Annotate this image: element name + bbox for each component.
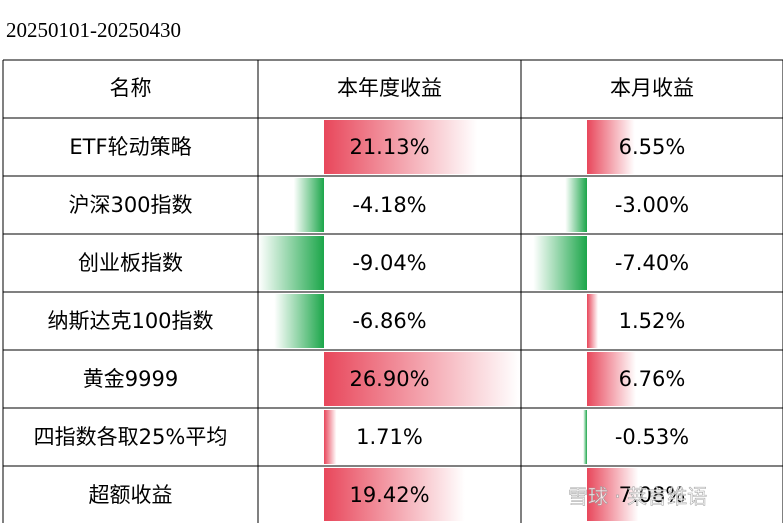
- cell-value: -6.86%: [352, 309, 426, 333]
- column-header: 本年度收益: [337, 76, 442, 100]
- data-bar: [533, 236, 587, 290]
- data-bar: [587, 120, 635, 174]
- column-header: 本月收益: [610, 76, 694, 100]
- data-bar: [583, 410, 587, 464]
- cell-value: -4.18%: [352, 193, 426, 217]
- row-name: 沪深300指数: [68, 193, 192, 217]
- cell-value: 7.08%: [619, 483, 686, 507]
- cell-value: -3.00%: [615, 193, 689, 217]
- cell-value: 6.76%: [619, 367, 686, 391]
- data-bar: [565, 178, 587, 232]
- data-bar: [258, 236, 324, 290]
- row-name: 超额收益: [89, 483, 173, 507]
- data-bar: [293, 178, 324, 232]
- cell-value: 26.90%: [349, 367, 429, 391]
- cell-value: -9.04%: [352, 251, 426, 275]
- data-bar: [587, 352, 637, 406]
- cell-value: 1.71%: [356, 425, 423, 449]
- data-bar: [587, 294, 599, 348]
- cell-value: 1.52%: [619, 309, 686, 333]
- data-bar: [274, 294, 324, 348]
- column-header: 名称: [110, 76, 152, 100]
- watermark: 雪球 · 莱言维语: [568, 485, 707, 509]
- row-name: 四指数各取25%平均: [34, 425, 228, 449]
- row-name: 创业板指数: [78, 251, 183, 275]
- row-name: 纳斯达克100指数: [47, 309, 213, 333]
- cell-value: 6.55%: [619, 135, 686, 159]
- data-bar: [587, 468, 639, 521]
- data-bar: [324, 468, 465, 521]
- data-bar: [324, 120, 478, 174]
- date-range: 20250101-20250430: [6, 18, 181, 42]
- data-bar: [324, 410, 337, 464]
- row-name: ETF轮动策略: [69, 135, 191, 159]
- cell-value: 21.13%: [349, 135, 429, 159]
- cell-value: -7.40%: [615, 251, 689, 275]
- data-bar: [324, 352, 520, 406]
- cell-value: -0.53%: [615, 425, 689, 449]
- cell-value: 19.42%: [349, 483, 429, 507]
- row-name: 黄金9999: [83, 367, 178, 391]
